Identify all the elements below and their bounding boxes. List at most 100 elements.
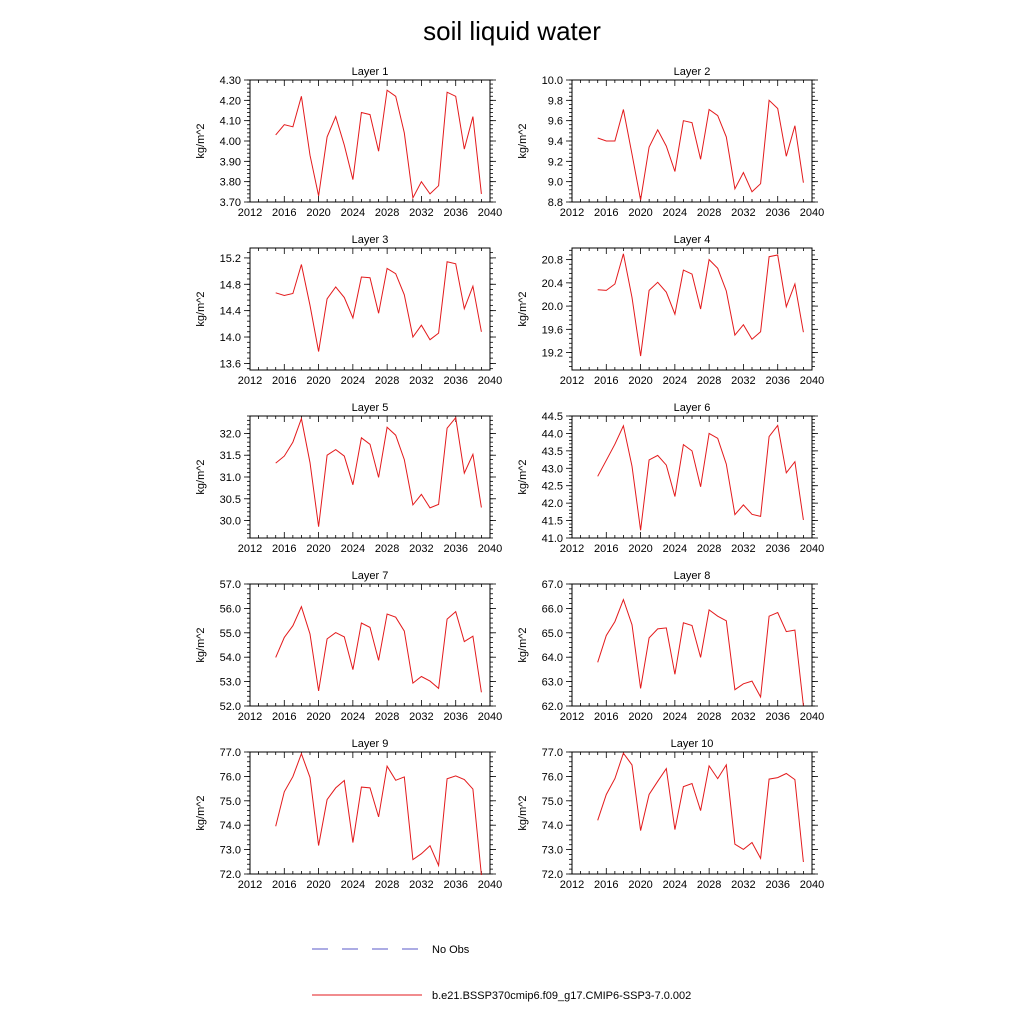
- plot-frame: [571, 247, 813, 371]
- x-tick-label: 2028: [697, 879, 721, 891]
- x-tick-label: 2024: [663, 711, 687, 723]
- x-tick-label: 2036: [443, 207, 467, 219]
- plot-frame: [571, 415, 813, 539]
- y-tick-label: 15.2: [220, 253, 241, 265]
- plot-frame: [249, 415, 491, 539]
- x-tick-label: 2040: [800, 543, 824, 555]
- x-tick-label: 2016: [594, 879, 618, 891]
- y-tick-label: 73.0: [220, 845, 241, 857]
- y-tick-label: 72.0: [220, 869, 241, 881]
- panel-layer-6: Layer 6 kg/m^2 2012 2016 2020 2024 2028 2032 203…: [517, 402, 824, 555]
- x-tick-label: 2020: [628, 375, 652, 387]
- x-tick-label: 2032: [731, 375, 755, 387]
- x-tick-label: 2036: [765, 879, 789, 891]
- x-tick-label: 2040: [800, 711, 824, 723]
- plot-frame: [249, 79, 491, 203]
- x-tick-label: 2024: [663, 375, 687, 387]
- x-tick-label: 2032: [409, 375, 433, 387]
- y-axis-label: kg/m^2: [517, 795, 529, 830]
- y-axis-label: kg/m^2: [517, 291, 529, 326]
- y-tick-label: 4.20: [220, 95, 241, 107]
- y-tick-label: 14.0: [220, 332, 241, 344]
- y-tick-label: 31.5: [220, 450, 241, 462]
- y-tick-label: 53.0: [220, 677, 241, 689]
- x-tick-label: 2040: [478, 207, 502, 219]
- y-tick-label: 56.0: [220, 603, 241, 615]
- x-tick-label: 2028: [697, 207, 721, 219]
- x-tick-label: 2032: [731, 879, 755, 891]
- y-tick-label: 44.5: [542, 411, 563, 423]
- panel-layer-2: Layer 2 kg/m^2 2012 2016 2020 2024 2028 2032 203…: [517, 66, 824, 219]
- x-tick-label: 2012: [238, 711, 262, 723]
- x-tick-label: 2032: [409, 543, 433, 555]
- y-tick-label: 43.5: [542, 446, 563, 458]
- x-tick-label: 2012: [560, 879, 584, 891]
- x-tick-label: 2016: [272, 375, 296, 387]
- x-tick-label: 2040: [800, 207, 824, 219]
- x-tick-label: 2012: [238, 375, 262, 387]
- y-tick-label: 57.0: [220, 579, 241, 591]
- x-tick-label: 2016: [272, 711, 296, 723]
- panel-layer-1: Layer 1 kg/m^2 2012 2016 2020 2024 2028 2032 203…: [195, 66, 502, 219]
- y-tick-label: 44.0: [542, 428, 563, 440]
- y-axis-label: kg/m^2: [517, 627, 529, 662]
- y-axis-label: kg/m^2: [195, 795, 207, 830]
- x-tick-label: 2036: [443, 543, 467, 555]
- y-tick-label: 9.2: [548, 156, 563, 168]
- y-tick-label: 13.6: [220, 358, 241, 370]
- series-line: [597, 752, 804, 863]
- panel-title: Layer 8: [674, 570, 711, 582]
- y-tick-label: 62.0: [542, 701, 563, 713]
- x-tick-label: 2020: [628, 207, 652, 219]
- panel-title: Layer 3: [352, 234, 389, 246]
- x-tick-label: 2036: [765, 207, 789, 219]
- x-tick-label: 2012: [560, 375, 584, 387]
- panel-layer-3: Layer 3 kg/m^2 2012 2016 2020 2024 2028 2032 203…: [195, 234, 502, 387]
- x-tick-label: 2020: [306, 207, 330, 219]
- panel-layer-7: Layer 7 kg/m^2 2012 2016 2020 2024 2028 2032 203…: [195, 570, 502, 723]
- y-tick-label: 30.5: [220, 494, 241, 506]
- x-tick-label: 2016: [594, 375, 618, 387]
- panel-layer-5: Layer 5 kg/m^2 2012 2016 2020 2024 2028 2032 203…: [195, 402, 502, 555]
- panel-title: Layer 10: [671, 738, 714, 750]
- y-tick-label: 30.0: [220, 516, 241, 528]
- x-tick-label: 2020: [306, 543, 330, 555]
- legend-model-label: b.e21.BSSP370cmip6.f09_g17.CMIP6-SSP3-7.…: [432, 990, 691, 1002]
- panel-layer-4: Layer 4 kg/m^2 2012 2016 2020 2024 2028 2032 203…: [517, 234, 824, 387]
- x-tick-label: 2024: [341, 543, 365, 555]
- y-axis-label: kg/m^2: [517, 459, 529, 494]
- x-tick-label: 2028: [375, 879, 399, 891]
- x-tick-label: 2012: [560, 207, 584, 219]
- y-tick-label: 20.4: [542, 278, 563, 290]
- panel-title: Layer 2: [674, 66, 711, 78]
- x-tick-label: 2024: [341, 711, 365, 723]
- x-tick-label: 2028: [375, 375, 399, 387]
- y-tick-label: 9.0: [548, 177, 563, 189]
- x-tick-label: 2036: [765, 711, 789, 723]
- x-tick-label: 2016: [272, 879, 296, 891]
- x-tick-label: 2012: [238, 207, 262, 219]
- y-tick-label: 66.0: [542, 603, 563, 615]
- y-tick-label: 4.00: [220, 136, 241, 148]
- panel-title: Layer 1: [352, 66, 389, 78]
- y-tick-label: 20.8: [542, 255, 563, 267]
- y-tick-label: 14.4: [220, 306, 241, 318]
- y-tick-label: 63.0: [542, 677, 563, 689]
- x-tick-label: 2040: [478, 711, 502, 723]
- x-tick-label: 2020: [306, 879, 330, 891]
- x-tick-label: 2012: [238, 879, 262, 891]
- x-tick-label: 2028: [375, 207, 399, 219]
- series-line: [597, 424, 804, 531]
- x-tick-label: 2028: [375, 543, 399, 555]
- plot-frame: [571, 583, 813, 707]
- x-tick-label: 2024: [341, 375, 365, 387]
- series-line: [597, 598, 804, 706]
- y-tick-label: 64.0: [542, 652, 563, 664]
- x-tick-label: 2024: [663, 207, 687, 219]
- y-tick-label: 42.5: [542, 481, 563, 493]
- y-tick-label: 72.0: [542, 869, 563, 881]
- x-tick-label: 2016: [272, 207, 296, 219]
- y-tick-label: 9.6: [548, 116, 563, 128]
- x-tick-label: 2020: [628, 879, 652, 891]
